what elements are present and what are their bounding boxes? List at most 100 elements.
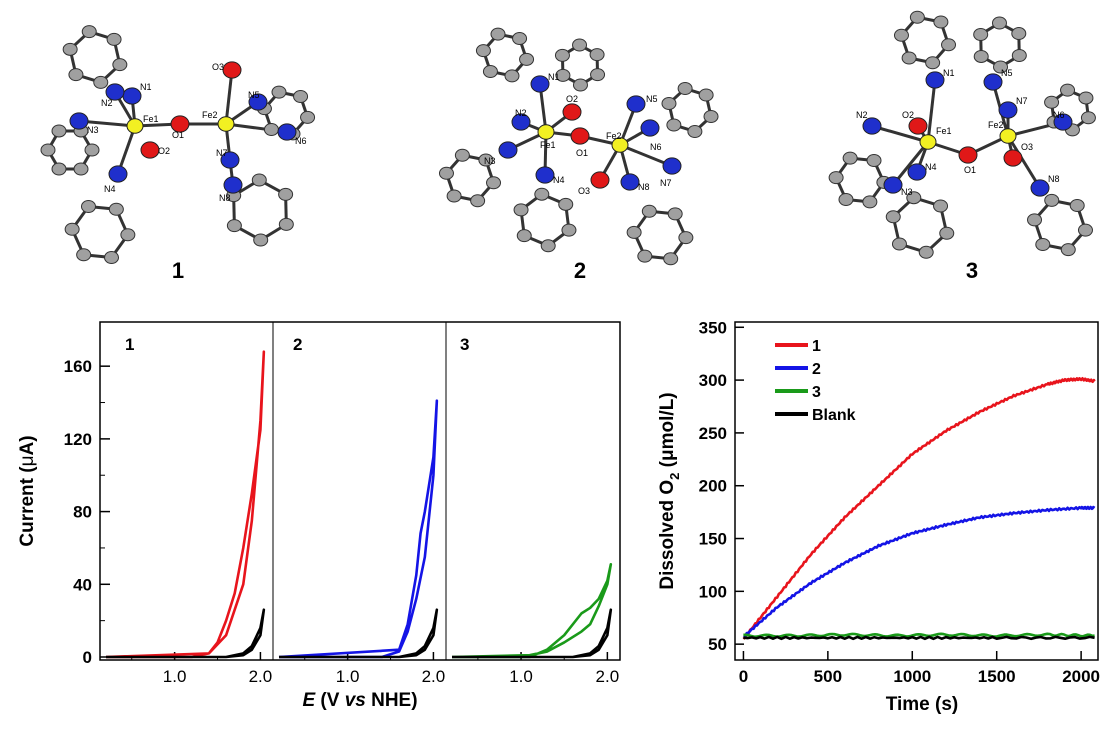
atom-fe2	[999, 128, 1017, 144]
carbon-atom	[446, 189, 462, 203]
atom-n4	[535, 166, 555, 184]
atom-label-n4: N4	[104, 184, 116, 194]
legend-label-3: 3	[812, 384, 821, 401]
atom-o1	[170, 115, 190, 133]
carbon-atom	[271, 85, 287, 99]
bond	[1006, 135, 1042, 189]
cv-x-title-e: E	[302, 690, 316, 711]
carbon-atom	[1069, 199, 1085, 213]
atom-n4	[108, 165, 128, 183]
atom-label-n2: N2	[856, 110, 868, 120]
o2-x-tick-label: 0	[739, 667, 748, 686]
legend-label-blank: Blank	[812, 407, 856, 424]
carbon-atom	[51, 162, 67, 176]
carbon-atom	[641, 204, 657, 218]
carbon-atom	[278, 217, 294, 231]
o2-y-tick-label: 100	[699, 582, 727, 601]
o2-y-tick-label: 50	[708, 635, 727, 654]
carbon-atom	[572, 38, 588, 52]
cv-trace-blank-panel-1	[106, 608, 266, 659]
carbon-atom	[62, 42, 78, 56]
atom-n7	[220, 151, 240, 169]
bond	[891, 141, 930, 186]
carbon-atom	[993, 60, 1009, 74]
atom-label-o1: O1	[172, 130, 184, 140]
carbon-atom	[1011, 49, 1027, 63]
atom-n3	[498, 141, 518, 159]
carbon-atom	[513, 203, 529, 217]
cv-x-tick-label: 1.0	[336, 667, 360, 686]
cv-x-tick-label: 1.0	[163, 667, 187, 686]
atom-label-n5: N5	[248, 90, 260, 100]
carbon-atom	[68, 68, 84, 82]
carbon-atom	[862, 195, 878, 209]
o2-x-tick-label: 1500	[978, 667, 1016, 686]
carbon-atom	[1044, 95, 1060, 109]
cv-y-tick-label: 40	[73, 575, 92, 594]
carbon-atom	[512, 32, 528, 46]
carbon-atom	[490, 27, 506, 41]
legend-label-1: 1	[812, 338, 821, 355]
carbon-atom	[51, 124, 67, 138]
atom-label-n1: N1	[943, 68, 955, 78]
atom-label-n6: N6	[1053, 110, 1065, 120]
carbon-atom	[663, 252, 679, 266]
o2-y-tick-label: 300	[699, 371, 727, 390]
atom-label-n1: N1	[548, 72, 560, 82]
atom-label-n8: N8	[1048, 174, 1060, 184]
carbon-atom	[637, 249, 653, 263]
atom-n8	[620, 173, 640, 191]
cv-x-tick-label: 2.0	[596, 667, 620, 686]
carbon-atom	[438, 166, 454, 180]
atom-label-n4: N4	[553, 175, 565, 185]
carbon-atom	[973, 27, 989, 41]
cv-x-title-vs: vs	[345, 690, 366, 711]
carbon-atom	[1044, 193, 1060, 207]
bond	[224, 69, 234, 125]
carbon-atom	[828, 171, 844, 185]
atom-label-n8: N8	[638, 182, 650, 192]
atom-n8	[223, 176, 243, 194]
carbon-atom	[558, 197, 574, 211]
atom-label-n5: N5	[646, 94, 658, 104]
cv-y-title-greek: μ	[17, 455, 38, 466]
cv-frame	[99, 321, 621, 661]
carbon-atom	[1027, 213, 1043, 227]
o2-trace-2	[743, 505, 1096, 638]
carbon-atom	[893, 28, 909, 42]
carbon-atom	[84, 143, 100, 157]
carbon-atom	[263, 122, 279, 136]
carbon-atom	[516, 229, 532, 243]
atom-label-o1: O1	[576, 148, 588, 158]
atom-label-fe2: Fe2	[202, 110, 218, 120]
atom-label-o2: O2	[158, 146, 170, 156]
carbon-atom	[933, 199, 949, 213]
bond	[926, 79, 937, 143]
cv-y-tick-label: 160	[64, 357, 92, 376]
carbon-atom	[470, 194, 486, 208]
atom-label-n6: N6	[295, 136, 307, 146]
carbon-atom	[590, 68, 606, 82]
o2-y-axis-title: Dissolved O2 (μmol/L)	[657, 392, 682, 589]
carbon-atom	[253, 233, 269, 247]
carbon-atom	[108, 202, 124, 216]
atom-label-n3: N3	[87, 125, 99, 135]
carbon-atom	[891, 237, 907, 251]
o2-x-tick-label: 2000	[1062, 667, 1100, 686]
cv-x-title-mid: (V	[315, 690, 345, 711]
atom-label-n4: N4	[925, 162, 937, 172]
cv-y-tick-label: 80	[73, 503, 92, 522]
carbon-atom	[104, 251, 120, 265]
cv-trace-blank-panel-3	[452, 608, 613, 659]
carbon-atom	[475, 44, 491, 58]
o2-x-axis-title: Time (s)	[886, 694, 959, 715]
carbon-atom	[534, 187, 550, 201]
o2-frame	[734, 321, 1099, 661]
atom-label-fe1: Fe1	[143, 114, 159, 124]
carbon-atom	[540, 239, 556, 253]
atom-n2	[105, 83, 125, 101]
cv-y-title-prefix: Current (	[17, 466, 38, 547]
atom-label-n8: N8	[219, 193, 231, 203]
structure-number-3: 3	[966, 258, 978, 283]
o2-y-tick-label: 200	[699, 477, 727, 496]
